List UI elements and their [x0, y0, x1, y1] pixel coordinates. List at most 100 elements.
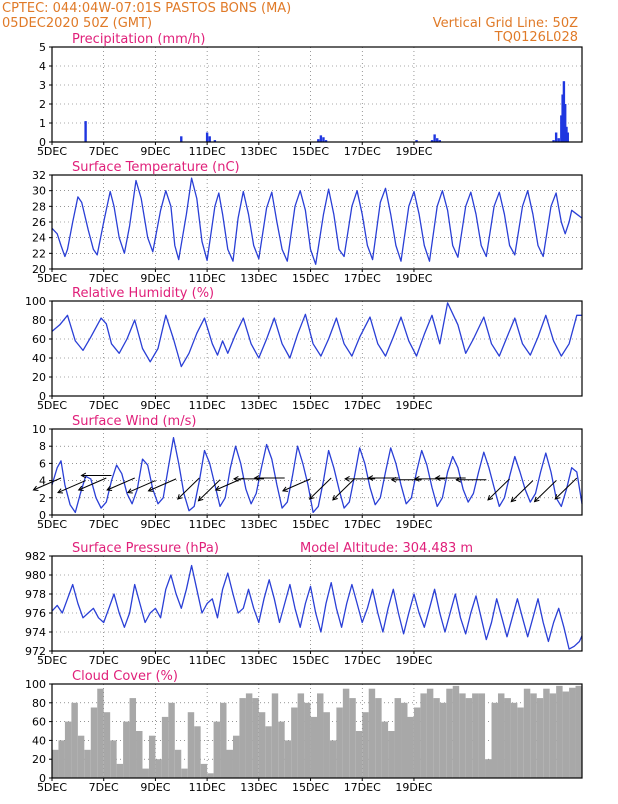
x-tick-label: 5DEC: [37, 781, 67, 794]
cloud-bar: [174, 749, 182, 778]
cloud-bar: [252, 698, 259, 778]
cloud-bar: [239, 698, 246, 778]
cloud-bar: [110, 740, 117, 778]
cloud-bar: [491, 702, 498, 778]
y-tick-label: 20: [32, 263, 46, 276]
x-tick-label: 19DEC: [395, 145, 432, 158]
panel-frame: [51, 300, 583, 397]
wind-arrow: [413, 476, 445, 482]
cloud-bar: [291, 707, 298, 778]
y-tick-label: 980: [25, 569, 46, 582]
y-tick-label: 40: [32, 352, 46, 365]
x-tick-label: 9DEC: [140, 145, 170, 158]
precip-bar: [561, 94, 564, 142]
cloud-bar: [148, 735, 156, 778]
cloud-bar: [575, 685, 582, 778]
temp-series-line: [51, 177, 583, 265]
y-tick-label: 1: [39, 117, 46, 130]
wind-arrow: [126, 480, 156, 494]
x-tick-label: 9DEC: [140, 272, 170, 285]
cloud-bar: [368, 688, 376, 778]
x-tick-label: 19DEC: [395, 518, 432, 531]
x-tick-label: 7DEC: [89, 399, 119, 412]
precip-bar: [552, 140, 555, 142]
cloud-bar: [433, 698, 440, 778]
wind-arrow: [106, 477, 135, 491]
precip-bar: [84, 121, 87, 142]
x-tick-label: 11DEC: [189, 145, 226, 158]
panel-frame: [51, 555, 583, 652]
x-tick-label: 9DEC: [140, 518, 170, 531]
y-tick-label: 20: [32, 753, 46, 766]
y-tick-label: 40: [32, 734, 46, 747]
header-location: CPTEC: 044:04W-07:01S PASTOS BONS (MA): [2, 1, 291, 16]
x-tick-label: 15DEC: [292, 654, 329, 667]
x-tick-label: 11DEC: [189, 399, 226, 412]
cloud-bar: [265, 726, 272, 778]
x-tick-label: 9DEC: [140, 654, 170, 667]
y-tick-label: 100: [25, 678, 46, 691]
y-tick-label: 60: [32, 716, 46, 729]
precip-bar: [415, 140, 418, 142]
precip-bar: [554, 132, 558, 142]
x-tick-label: 7DEC: [89, 781, 119, 794]
x-tick-label: 17DEC: [344, 399, 381, 412]
x-tick-label: 17DEC: [344, 654, 381, 667]
cloud-bar: [375, 698, 382, 778]
cloud-bar: [58, 740, 65, 778]
panel-precip: 0 1 2 3 4 5 5DEC 7DEC 9DEC 11DEC 13DEC 15DEC 17DEC 19…: [37, 32, 583, 158]
wind-arrow: [232, 476, 264, 482]
cloud-bar: [452, 685, 460, 778]
panel-annotation: Model Altitude: 304.483 m: [300, 541, 473, 556]
panel-frame: [51, 428, 583, 516]
x-tick-label: 15DEC: [292, 781, 329, 794]
cloud-bar: [194, 726, 201, 778]
cloud-bar: [232, 735, 240, 778]
y-tick-label: 22: [32, 247, 46, 260]
precip-bar: [565, 126, 568, 142]
cloud-bar: [77, 735, 85, 778]
precip-bar: [436, 138, 439, 142]
cloud-bar: [569, 687, 576, 778]
x-tick-label: 13DEC: [240, 781, 277, 794]
x-tick-label: 9DEC: [140, 781, 170, 794]
panel-title: Precipitation (mm/h): [72, 32, 205, 47]
x-tick-label: 19DEC: [395, 654, 432, 667]
cloud-bar: [485, 759, 492, 778]
cloud-bar: [116, 763, 124, 778]
y-tick-label: 10: [32, 423, 46, 436]
cloud-bar: [536, 698, 544, 778]
wind-arrow: [332, 478, 355, 501]
y-tick-label: 80: [32, 314, 46, 327]
y-tick-label: 80: [32, 697, 46, 710]
x-tick-label: 13DEC: [240, 399, 277, 412]
precip-bar: [430, 140, 434, 142]
cloud-bar: [155, 759, 162, 778]
panel-title: Surface Temperature (nC): [72, 160, 240, 175]
cloud-bar: [329, 740, 337, 778]
panel-frame: [51, 46, 583, 143]
cloud-bar: [258, 712, 266, 778]
cloud-bar: [543, 688, 550, 778]
cloud-bar: [220, 702, 227, 778]
y-tick-label: 4: [39, 60, 46, 73]
cloud-bar: [556, 685, 563, 778]
x-tick-label: 9DEC: [140, 399, 170, 412]
y-tick-label: 972: [25, 645, 46, 658]
y-tick-label: 2: [39, 98, 46, 111]
x-tick-label: 5DEC: [37, 145, 67, 158]
y-tick-label: 30: [32, 185, 46, 198]
x-tick-label: 17DEC: [344, 272, 381, 285]
cloud-bar: [207, 773, 214, 778]
wind-arrow: [197, 479, 221, 502]
x-tick-label: 11DEC: [189, 518, 226, 531]
panel-wind: 0 2 4 6 8 10 5DEC 7DEC 9DEC 11DEC 13DEC 15DEC 17DEC 1…: [32, 414, 583, 531]
cloud-bar: [136, 731, 143, 778]
precip-bar: [324, 140, 328, 142]
cloud-bar: [323, 712, 330, 778]
cloud-bar: [71, 702, 78, 778]
precip-bar: [180, 136, 183, 142]
header-code: TQ0126L028: [494, 30, 578, 45]
x-tick-label: 15DEC: [292, 399, 329, 412]
panel-temp: 20 22 24 26 28 30 32 5DEC 7DEC 9DEC 11DEC 13DEC 15DE…: [32, 160, 583, 285]
